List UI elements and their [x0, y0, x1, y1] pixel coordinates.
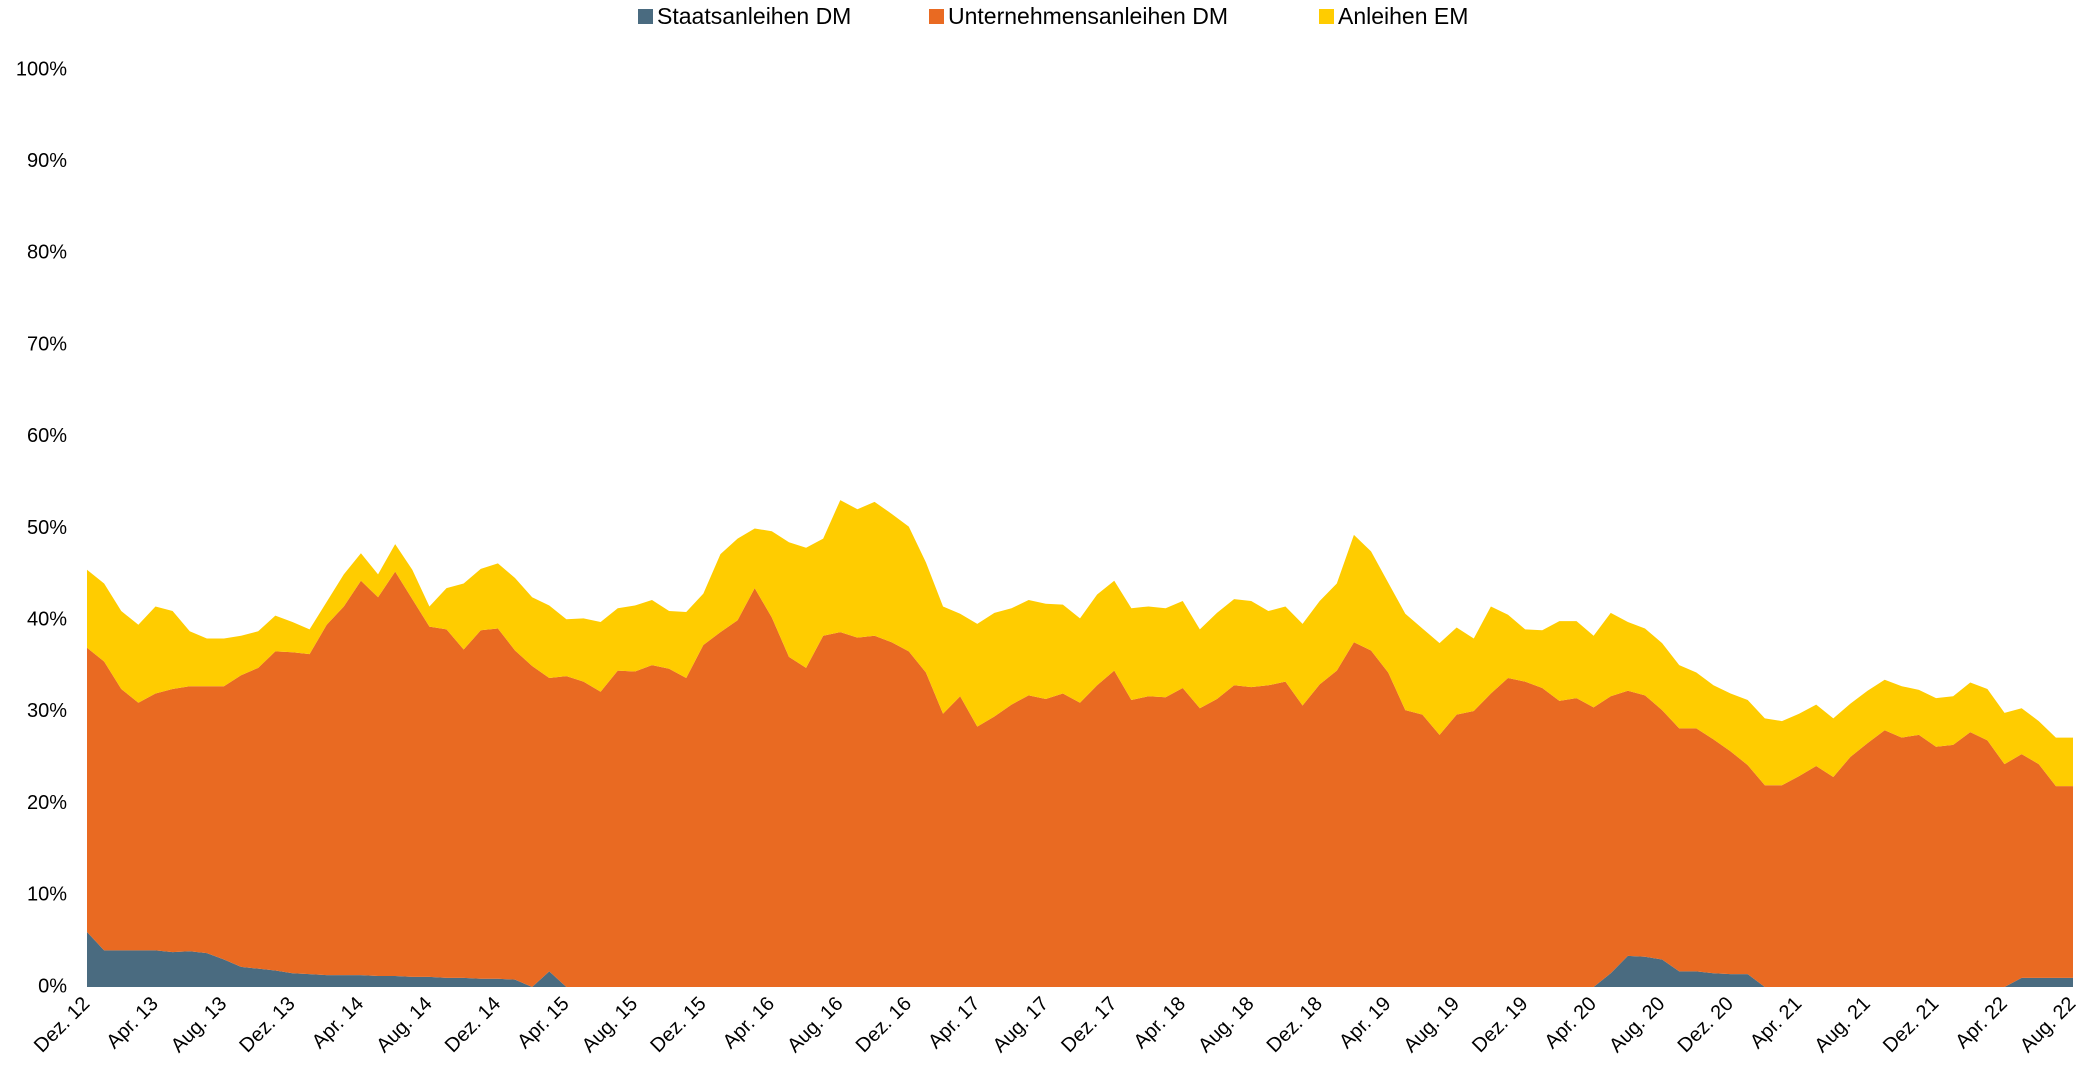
y-tick-label: 60% — [27, 425, 67, 447]
x-tick-label: Apr. 14 — [308, 993, 368, 1053]
legend-label: Unternehmensanleihen DM — [948, 3, 1228, 29]
x-tick-label: Aug. 17 — [989, 993, 1053, 1057]
x-tick-label: Dez. 20 — [1674, 993, 1738, 1057]
x-tick-label: Dez. 15 — [646, 993, 710, 1057]
legend-label: Anleihen EM — [1338, 3, 1468, 29]
x-tick-label: Dez. 21 — [1879, 993, 1943, 1057]
x-tick-label: Aug. 19 — [1400, 993, 1464, 1057]
x-tick-label: Dez. 14 — [441, 993, 505, 1057]
x-tick-label: Aug. 13 — [167, 993, 231, 1057]
x-tick-label: Apr. 16 — [719, 993, 779, 1053]
x-tick-label: Aug. 22 — [2016, 993, 2080, 1057]
y-tick-label: 100% — [16, 58, 67, 80]
y-tick-label: 40% — [27, 608, 67, 630]
x-tick-label: Apr. 17 — [924, 993, 984, 1053]
y-tick-label: 0% — [38, 975, 67, 997]
legend-swatch — [929, 9, 944, 24]
x-tick-label: Aug. 16 — [783, 993, 847, 1057]
y-tick-label: 90% — [27, 150, 67, 172]
x-tick-label: Dez. 12 — [30, 993, 94, 1057]
x-tick-label: Aug. 21 — [1811, 993, 1875, 1057]
x-tick-label: Apr. 18 — [1130, 993, 1190, 1053]
x-tick-label: Aug. 15 — [578, 993, 642, 1057]
x-tick-label: Dez. 19 — [1468, 993, 1532, 1057]
x-tick-label: Apr. 13 — [102, 993, 162, 1053]
x-tick-label: Aug. 18 — [1194, 993, 1258, 1057]
legend-swatch — [1319, 9, 1334, 24]
legend-item: Staatsanleihen DM — [638, 3, 851, 29]
area — [87, 500, 2073, 787]
x-tick-label: Aug. 20 — [1605, 993, 1669, 1057]
x-tick-label: Apr. 19 — [1335, 993, 1395, 1053]
y-tick-label: 70% — [27, 333, 67, 355]
area — [87, 931, 2073, 987]
x-tick-label: Aug. 14 — [372, 993, 436, 1057]
x-tick-label: Dez. 16 — [852, 993, 916, 1057]
legend-item: Anleihen EM — [1319, 3, 1468, 29]
area — [87, 571, 2073, 987]
x-tick-label: Apr. 20 — [1541, 993, 1601, 1053]
y-tick-label: 80% — [27, 242, 67, 264]
x-tick-label: Apr. 15 — [513, 993, 573, 1053]
x-tick-label: Dez. 18 — [1263, 993, 1327, 1057]
x-tick-label: Apr. 22 — [1951, 993, 2011, 1053]
x-tick-label: Apr. 21 — [1746, 993, 1806, 1053]
y-tick-label: 30% — [27, 700, 67, 722]
legend-item: Unternehmensanleihen DM — [929, 3, 1228, 29]
legend-swatch — [638, 9, 653, 24]
x-tick-label: Dez. 17 — [1057, 993, 1121, 1057]
y-tick-label: 10% — [27, 884, 67, 906]
legend-label: Staatsanleihen DM — [657, 3, 851, 29]
x-tick-label: Dez. 13 — [235, 993, 299, 1057]
y-tick-label: 50% — [27, 517, 67, 539]
y-tick-label: 20% — [27, 792, 67, 814]
